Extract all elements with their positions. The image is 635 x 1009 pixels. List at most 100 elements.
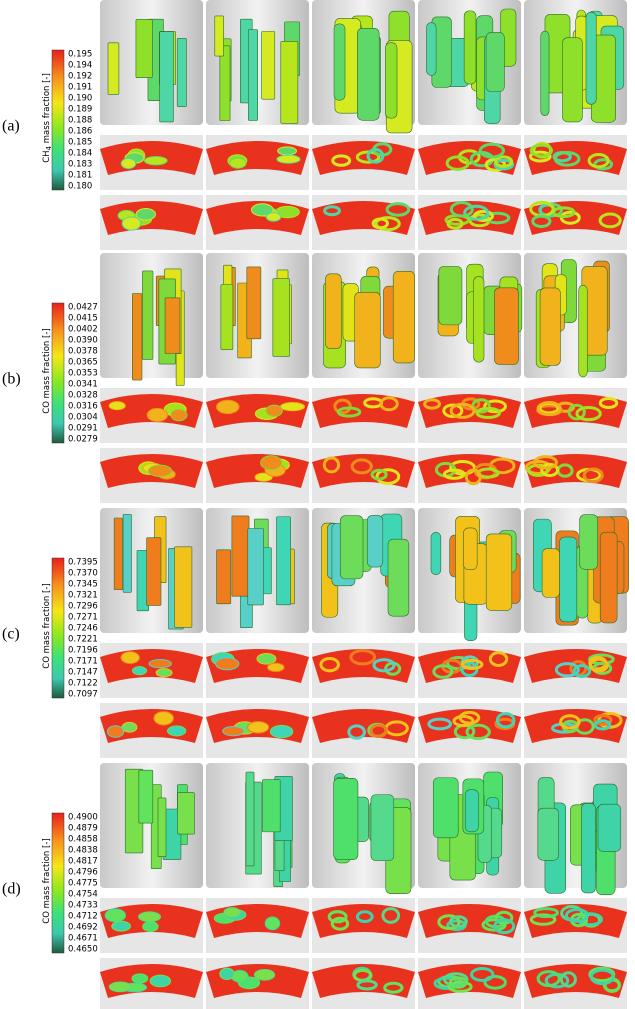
slice-particle [219,967,235,981]
colorbar-tick-label: 0.4650 [68,945,98,955]
slice-particle [528,150,552,163]
slice-particle [374,216,401,232]
catalyst-shape [177,792,195,835]
colorbar-tick-label: 0.185 [68,138,92,148]
slice-particle [330,916,350,931]
slice-particle [567,403,586,421]
slice-particle [166,725,187,737]
slice-particle [254,472,273,482]
slice-particle [372,658,396,673]
colorbar [51,812,65,954]
catalyst-shape [473,276,485,363]
title-text: CO mass fraction [-] [42,838,52,923]
colorbar-tick-label: 0.7122 [68,679,98,689]
colorbar-tick-label: 0.7221 [68,635,98,645]
slice-particle [559,971,577,988]
slice-particle [256,652,277,665]
colorbar-tick-label: 0.0328 [68,391,98,401]
slice-particle [463,204,490,221]
catalyst-shape [354,291,381,369]
catalyst-shape [214,15,224,57]
colorbar-tick-label: 0.7321 [68,591,98,601]
slice-particle [598,212,622,229]
slice-particle [449,201,474,218]
catalyst-shape [539,287,561,366]
slice-particle [536,401,562,416]
colorbar-tick-label: 0.0316 [68,402,98,412]
colorbar-tick-label: 0.7097 [68,690,98,700]
catalyst-shape [540,30,550,117]
slice-particle [370,468,388,481]
colorbar-title: CH4 mass fraction [-] [42,73,54,163]
slice-particle [442,468,466,480]
catalyst-shape [464,789,479,833]
catalyst-shape [432,777,459,839]
colorbar [51,302,65,444]
colorbar-tick-label: 0.4754 [68,890,98,900]
catalyst-shape [562,37,583,123]
colorbar-tick-label: 0.184 [68,149,92,159]
panel-label: (d) [2,881,21,898]
slice-particle [460,658,484,670]
slice-particle [215,657,240,671]
colorbar-tick-label: 0.195 [68,50,92,60]
slice-particle [593,158,614,171]
colorbar-tick-label: 0.188 [68,116,92,126]
colorbar-tick-label: 0.4900 [68,813,98,823]
catalyst-shape [357,27,380,121]
slice-particle [493,918,516,935]
slice-particle [120,651,140,665]
slice-particle [108,981,132,993]
slice-particle [170,408,188,422]
slice-particle [350,458,373,475]
catalyst-shape [494,287,519,365]
catalyst-shape [438,266,463,326]
slice-particle [483,399,507,414]
colorbar-tick-label: 0.190 [68,94,92,104]
slice-particle [385,202,411,217]
slice-particle [531,214,552,228]
colorbar-tick-label: 0.180 [68,182,92,192]
slice-particle [470,967,495,982]
slice-particle [381,907,401,924]
catalyst-shape [537,807,559,861]
colorbar-tick-label: 0.186 [68,127,92,137]
slice-particle [529,913,557,926]
slice-particle [148,658,172,669]
slice-particle [215,399,240,415]
slice-particle [146,407,168,423]
catalyst-shape [280,41,299,124]
colorbar-title: CO mass fraction [-] [42,328,52,413]
slice-particle [155,668,173,678]
slice-particle [540,462,560,478]
slice-particle [423,398,442,410]
panel-label: (c) [2,626,20,643]
catalyst-shape [333,23,346,101]
catalyst-shape [430,532,442,576]
slice-particle [473,209,494,223]
catalyst-shape [578,284,588,378]
catalyst-shape [219,45,231,121]
slice-particle [111,920,131,932]
slice-particle [536,970,561,987]
slice-particle [553,151,581,167]
colorbar-tick-label: 0.4671 [68,934,98,944]
slice-particle [277,146,298,156]
colorbar-tick-label: 0.0365 [68,358,98,368]
catalyst-shape [276,516,291,606]
colorbar-tick-label: 0.189 [68,105,92,115]
catalyst-shape [541,548,560,598]
slice-particle [121,721,138,733]
slice-particle [131,666,148,676]
slice-particle [432,664,454,679]
panel-label: (a) [2,118,20,135]
colorbar-tick-label: 0.0427 [68,303,98,313]
catalyst-shape [246,266,262,340]
slice-particle [347,724,366,740]
catalyst-shape [216,549,232,605]
slice-particle [478,142,505,159]
colorbar-tick-label: 0.0378 [68,347,98,357]
colorbar-title: CO mass fraction [-] [42,838,52,923]
slice-particle [464,468,482,486]
colorbar-tick-label: 0.181 [68,171,92,181]
